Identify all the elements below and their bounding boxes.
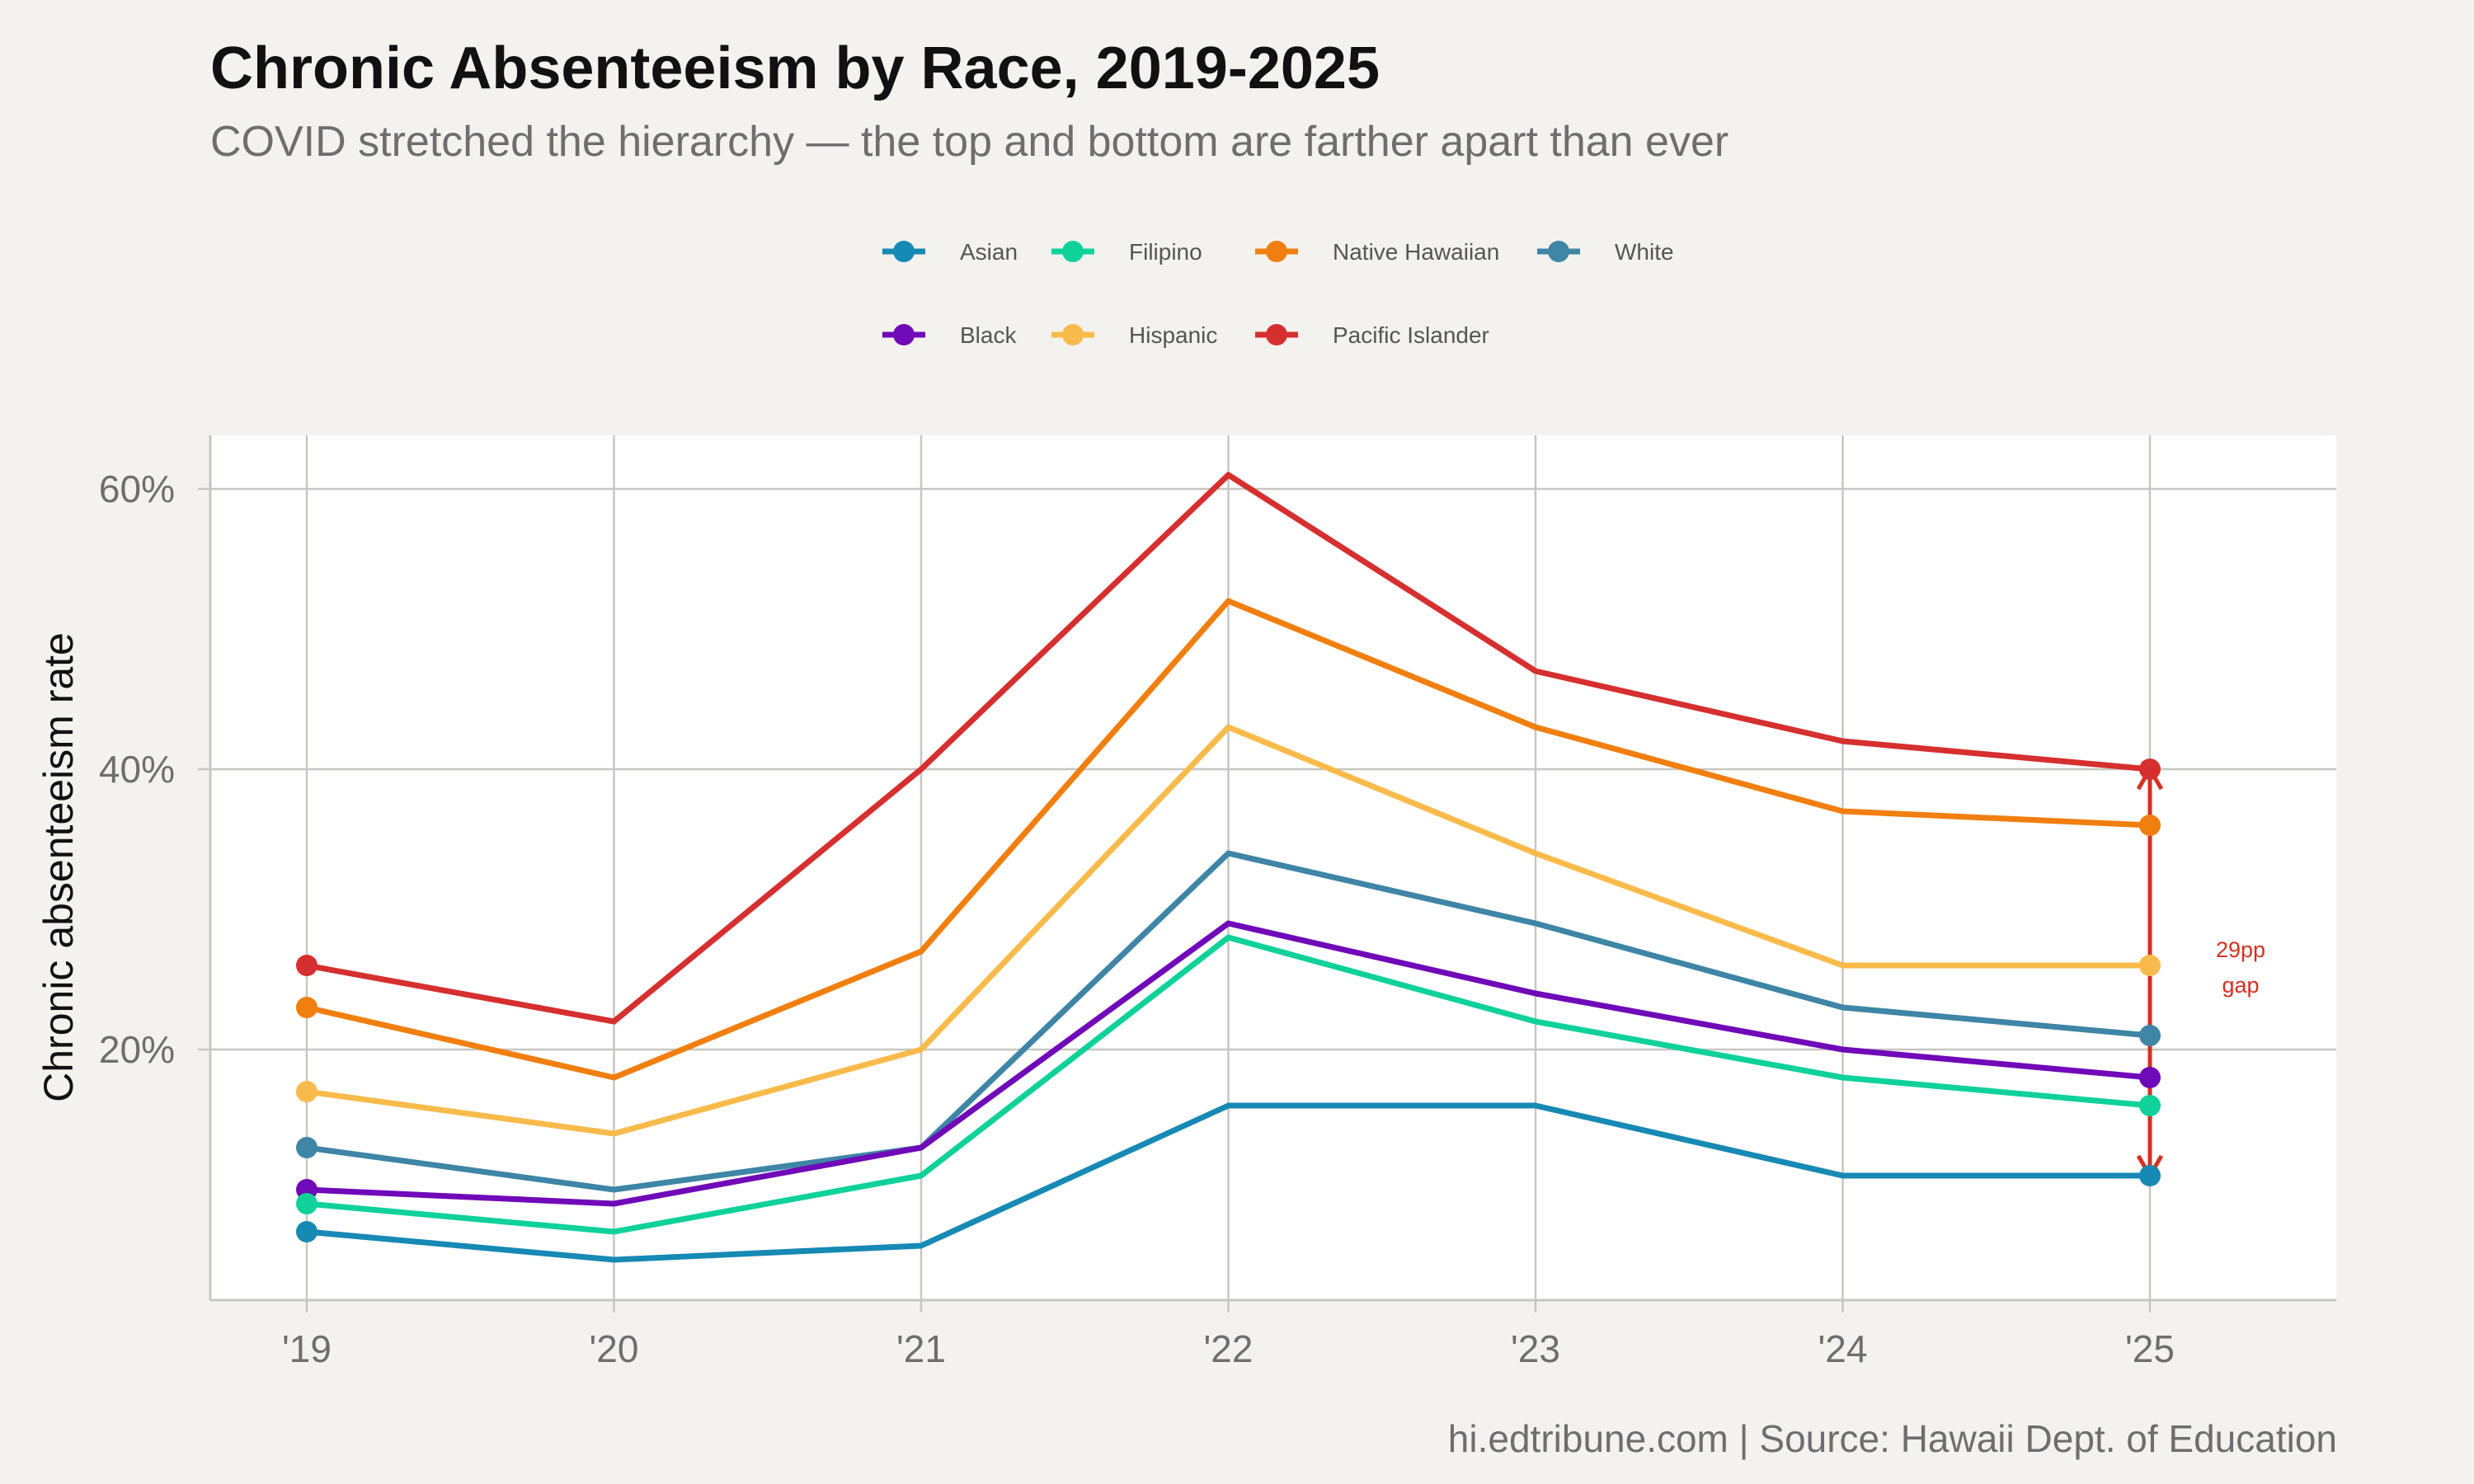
end-points <box>296 758 2161 1242</box>
series-line <box>303 472 2153 1025</box>
series-line <box>303 1102 2153 1263</box>
series-point-end <box>2139 1095 2161 1116</box>
series-point-start <box>296 997 317 1018</box>
y-tick-label: 60% <box>99 467 175 510</box>
series-point-start <box>296 955 317 976</box>
legend-item: Native Hawaiian <box>1255 239 1499 265</box>
legend-label: Black <box>960 322 1017 348</box>
x-tick-label: '23 <box>1511 1327 1560 1370</box>
legend-label: Asian <box>960 239 1018 265</box>
legend-label: Pacific Islander <box>1333 322 1489 348</box>
series-point-end <box>2139 815 2161 836</box>
legend-swatch-dot <box>1062 324 1084 345</box>
x-tick-labels: '19 '20 '21 '22 '23 '24 '25 <box>282 1300 2175 1370</box>
series-line <box>303 920 2153 1207</box>
series-line <box>303 724 2153 1137</box>
y-tick-label: 20% <box>99 1028 175 1071</box>
series-line <box>303 598 2153 1081</box>
series-point-end <box>2139 1025 2161 1046</box>
legend-swatch-dot <box>1548 241 1569 262</box>
gap-label-value: 29pp <box>2216 937 2265 962</box>
y-tick-labels: 20% 40% 60% <box>99 467 210 1071</box>
legend-swatch-dot <box>1266 241 1287 262</box>
series-line <box>303 850 2153 1193</box>
legend-swatch-dot <box>893 324 915 345</box>
series-lines <box>303 472 2153 1263</box>
legend-item: Hispanic <box>1051 322 1217 348</box>
x-tick-label: '20 <box>590 1327 639 1370</box>
legend-item: Black <box>882 322 1017 348</box>
legend-label: Hispanic <box>1129 322 1217 348</box>
legend: Asian Filipino Native Hawaiian White Black Hi… <box>882 239 1674 348</box>
legend-label: Native Hawaiian <box>1333 239 1499 265</box>
series-point-end <box>2139 1165 2161 1186</box>
series-point-start <box>296 1081 317 1102</box>
legend-swatch-dot <box>1266 324 1287 345</box>
caption: hi.edtribune.com | Source: Hawaii Dept. … <box>1447 1417 2337 1460</box>
series-point-start <box>296 1137 317 1158</box>
series-point-end <box>2139 758 2161 780</box>
gap-label-text: gap <box>2222 973 2259 998</box>
series-line <box>303 934 2153 1235</box>
x-tick-label: '19 <box>282 1327 332 1370</box>
x-tick-label: '24 <box>1818 1327 1868 1370</box>
chart-title: Chronic Absenteeism by Race, 2019-2025 <box>210 35 1380 101</box>
x-tick-label: '21 <box>896 1327 946 1370</box>
series-point-end <box>2139 1067 2161 1088</box>
x-tick-label: '25 <box>2125 1327 2175 1370</box>
y-tick-label: 40% <box>99 748 175 791</box>
series-point-end <box>2139 955 2161 976</box>
chart-subtitle: COVID stretched the hierarchy — the top … <box>210 118 1729 166</box>
legend-label: White <box>1615 239 1674 265</box>
legend-label: Filipino <box>1129 239 1202 265</box>
legend-swatch-dot <box>893 241 915 262</box>
y-axis-label: Chronic absenteeism rate <box>35 632 82 1102</box>
legend-item: Pacific Islander <box>1255 322 1489 348</box>
legend-swatch-dot <box>1062 241 1084 262</box>
legend-item: Filipino <box>1051 239 1202 265</box>
legend-item: White <box>1537 239 1674 265</box>
series-point-start <box>296 1193 317 1214</box>
x-tick-label: '22 <box>1204 1327 1253 1370</box>
series-point-start <box>296 1221 317 1242</box>
plot-panel <box>210 435 2336 1300</box>
legend-item: Asian <box>882 239 1018 265</box>
